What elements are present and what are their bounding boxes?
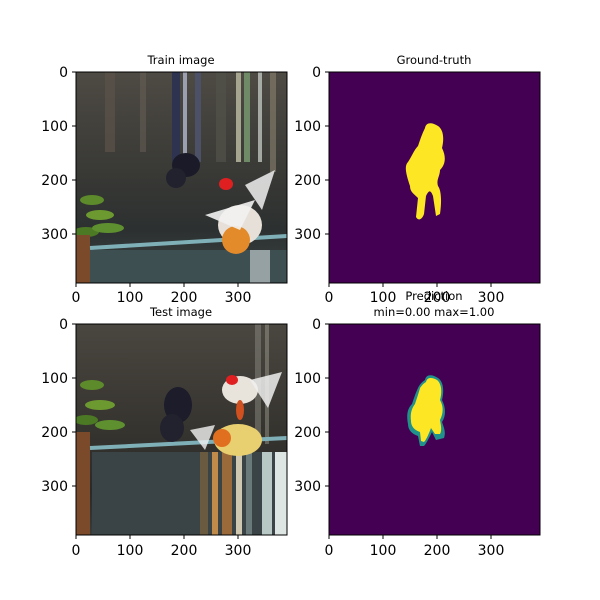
panel-title-test: Test image	[149, 305, 212, 319]
prediction-xtick-3: 300	[478, 543, 505, 559]
prediction-xtick-2: 200	[424, 543, 451, 559]
train-axes	[72, 71, 288, 287]
train-ytick-3: 300	[41, 227, 68, 243]
train-ytick-2: 200	[41, 173, 68, 189]
ground-truth-ytick-1: 100	[294, 119, 321, 135]
ground-truth-mask-blob	[405, 123, 445, 220]
ground-truth-ytick-0: 0	[312, 65, 321, 81]
panel-title-ground-truth: Ground-truth	[397, 53, 472, 67]
test-ytick-2: 200	[41, 425, 68, 441]
test-axes	[72, 323, 288, 539]
ground-truth-xtick-0: 0	[325, 290, 334, 306]
panel-title-train: Train image	[146, 53, 214, 67]
train-xtick-3: 300	[225, 290, 252, 306]
test-xtick-3: 300	[225, 543, 252, 559]
test-photo	[76, 324, 287, 535]
train-xtick-1: 100	[117, 290, 144, 306]
prediction-axes	[325, 323, 541, 539]
prediction-ytick-2: 200	[294, 425, 321, 441]
panel-ground-truth: Ground-truth 0 100 200 300 0 100 200 300	[294, 53, 541, 306]
prediction-ytick-0: 0	[312, 317, 321, 333]
train-ytick-0: 0	[59, 65, 68, 81]
ground-truth-xtick-3: 300	[478, 290, 505, 306]
panel-prediction: Prediction min=0.00 max=1.00 0 100 200 3…	[294, 289, 541, 559]
ground-truth-xtick-1: 100	[370, 290, 397, 306]
ground-truth-axes	[325, 71, 541, 287]
prediction-xtick-0: 0	[325, 543, 334, 559]
ground-truth-ytick-3: 300	[294, 227, 321, 243]
panel-subtitle-prediction: min=0.00 max=1.00	[374, 305, 495, 319]
ground-truth-ytick-2: 200	[294, 173, 321, 189]
ground-truth-xtick-2: 200	[424, 290, 451, 306]
train-photo	[76, 72, 287, 283]
panel-train-image: Train image	[41, 53, 288, 306]
prediction-ytick-3: 300	[294, 479, 321, 495]
test-ytick-0: 0	[59, 317, 68, 333]
test-xtick-2: 200	[171, 543, 198, 559]
prediction-ytick-1: 100	[294, 371, 321, 387]
test-xtick-0: 0	[72, 543, 81, 559]
train-xtick-0: 0	[72, 290, 81, 306]
train-ytick-1: 100	[41, 119, 68, 135]
test-ytick-1: 100	[41, 371, 68, 387]
prediction-xtick-1: 100	[370, 543, 397, 559]
panel-test-image: Test image	[41, 305, 288, 559]
panel-title-prediction: Prediction	[405, 289, 462, 303]
train-xtick-2: 200	[171, 290, 198, 306]
prediction-mask-blob	[410, 377, 443, 442]
test-xtick-1: 100	[117, 543, 144, 559]
test-ytick-3: 300	[41, 479, 68, 495]
